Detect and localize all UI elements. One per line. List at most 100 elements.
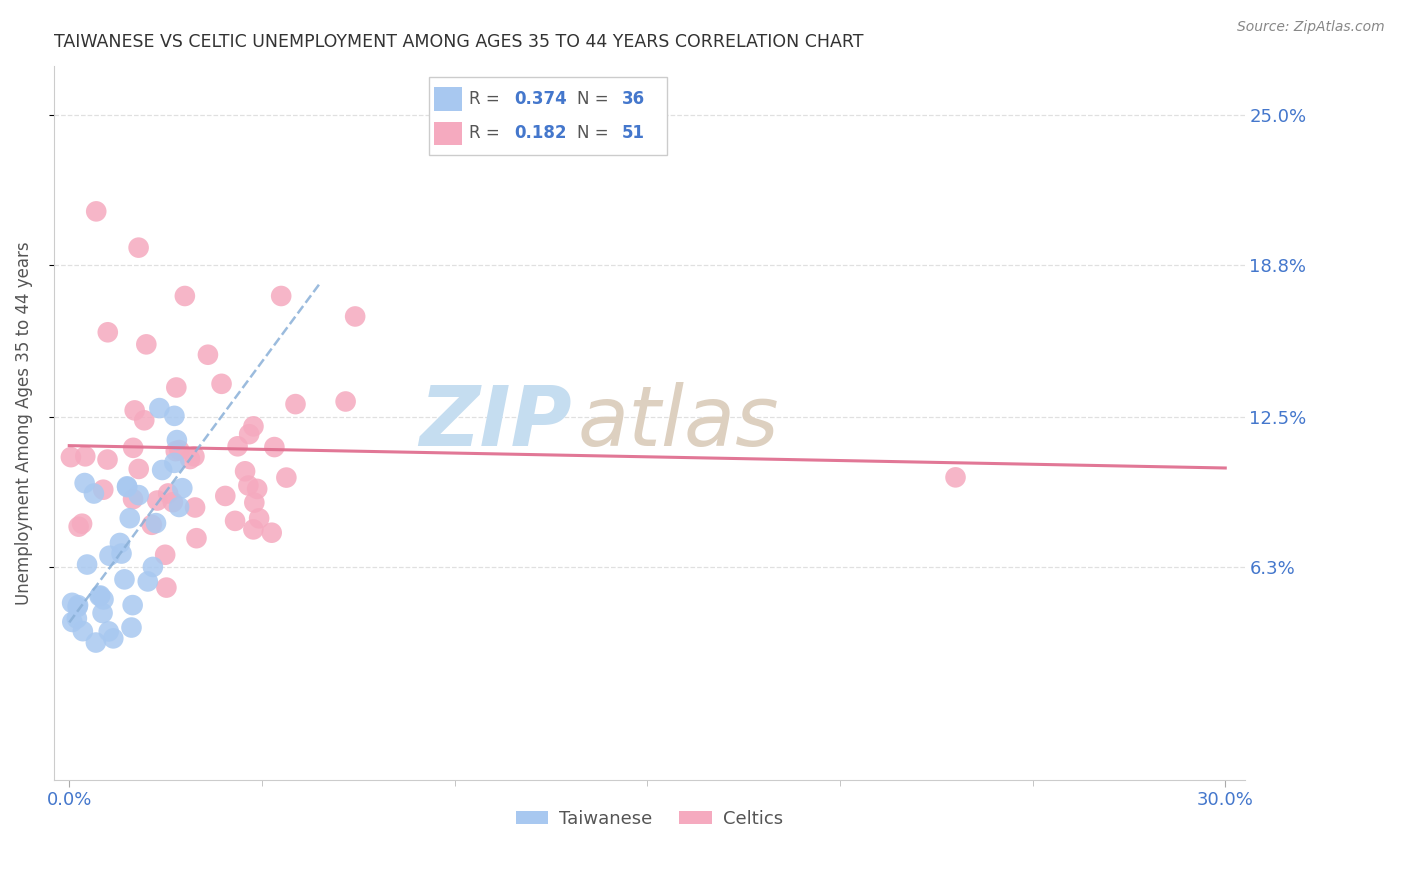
Point — [246, 482, 269, 496]
Point — [89, 589, 111, 603]
Point — [84, 204, 107, 219]
Point — [945, 470, 967, 484]
Point — [270, 289, 292, 303]
Point — [103, 632, 125, 646]
Point — [128, 241, 150, 255]
Point — [153, 548, 176, 562]
Point — [247, 511, 270, 525]
Point — [122, 441, 145, 455]
Point — [162, 495, 184, 509]
Point — [179, 452, 201, 467]
FancyBboxPatch shape — [429, 77, 666, 155]
Point — [70, 516, 93, 531]
Bar — [433, 87, 463, 111]
Point — [89, 589, 111, 603]
Point — [243, 495, 266, 509]
Point — [121, 621, 143, 635]
Point — [114, 573, 136, 587]
Point — [115, 480, 138, 494]
Point — [166, 433, 188, 447]
Point — [141, 517, 163, 532]
Point — [115, 479, 138, 493]
Point — [165, 380, 187, 394]
Point — [72, 624, 94, 639]
Point — [83, 486, 105, 500]
Point — [75, 450, 97, 464]
Point — [67, 519, 90, 533]
Text: Source: ZipAtlas.com: Source: ZipAtlas.com — [1237, 20, 1385, 34]
Bar — [433, 121, 463, 145]
Point — [186, 531, 208, 545]
Point — [260, 525, 283, 540]
Point — [157, 486, 180, 500]
Point — [98, 549, 121, 563]
Point — [142, 560, 165, 574]
Point — [183, 450, 205, 464]
Point — [108, 536, 131, 550]
Point — [60, 615, 83, 629]
Text: 36: 36 — [621, 90, 645, 108]
Point — [91, 483, 114, 497]
Point — [128, 488, 150, 502]
Point — [214, 489, 236, 503]
Point — [167, 500, 190, 514]
Point — [134, 413, 156, 427]
Point — [284, 397, 307, 411]
Point — [211, 376, 233, 391]
Text: N =: N = — [576, 125, 613, 143]
Point — [242, 419, 264, 434]
Point — [91, 606, 114, 620]
Point — [128, 462, 150, 476]
Point — [184, 500, 207, 515]
Point — [60, 596, 83, 610]
Point — [66, 611, 89, 625]
Point — [335, 394, 357, 409]
Text: R =: R = — [470, 125, 505, 143]
Point — [73, 476, 96, 491]
Point — [224, 514, 246, 528]
Point — [276, 470, 298, 484]
Point — [150, 463, 173, 477]
Point — [263, 440, 285, 454]
Point — [165, 444, 187, 458]
Point — [110, 547, 132, 561]
Point — [233, 464, 256, 478]
Point — [167, 443, 190, 458]
Point — [97, 326, 120, 340]
Point — [84, 635, 107, 649]
Point — [118, 511, 141, 525]
Text: atlas: atlas — [578, 383, 779, 464]
Point — [124, 403, 146, 417]
Text: TAIWANESE VS CELTIC UNEMPLOYMENT AMONG AGES 35 TO 44 YEARS CORRELATION CHART: TAIWANESE VS CELTIC UNEMPLOYMENT AMONG A… — [53, 33, 863, 51]
Point — [145, 516, 167, 530]
Point — [136, 574, 159, 589]
Point — [238, 478, 260, 492]
Point — [155, 581, 177, 595]
Text: R =: R = — [470, 90, 505, 108]
Point — [97, 624, 120, 639]
Point — [96, 452, 118, 467]
Point — [76, 558, 98, 572]
Text: 0.374: 0.374 — [515, 90, 568, 108]
Text: N =: N = — [576, 90, 613, 108]
Point — [163, 409, 186, 423]
Y-axis label: Unemployment Among Ages 35 to 44 years: Unemployment Among Ages 35 to 44 years — [15, 241, 32, 605]
Point — [59, 450, 82, 464]
Text: 51: 51 — [621, 125, 645, 143]
Point — [66, 599, 89, 614]
Point — [344, 310, 367, 324]
Text: ZIP: ZIP — [419, 383, 572, 464]
Point — [122, 492, 145, 507]
Point — [146, 493, 169, 508]
Legend: Taiwanese, Celtics: Taiwanese, Celtics — [509, 802, 790, 835]
Point — [242, 523, 264, 537]
Point — [148, 401, 170, 416]
Point — [163, 456, 186, 470]
Point — [238, 427, 260, 442]
Point — [135, 337, 157, 351]
Point — [173, 289, 195, 303]
Point — [172, 481, 194, 495]
Point — [197, 348, 219, 362]
Point — [121, 598, 143, 612]
Point — [67, 598, 90, 612]
